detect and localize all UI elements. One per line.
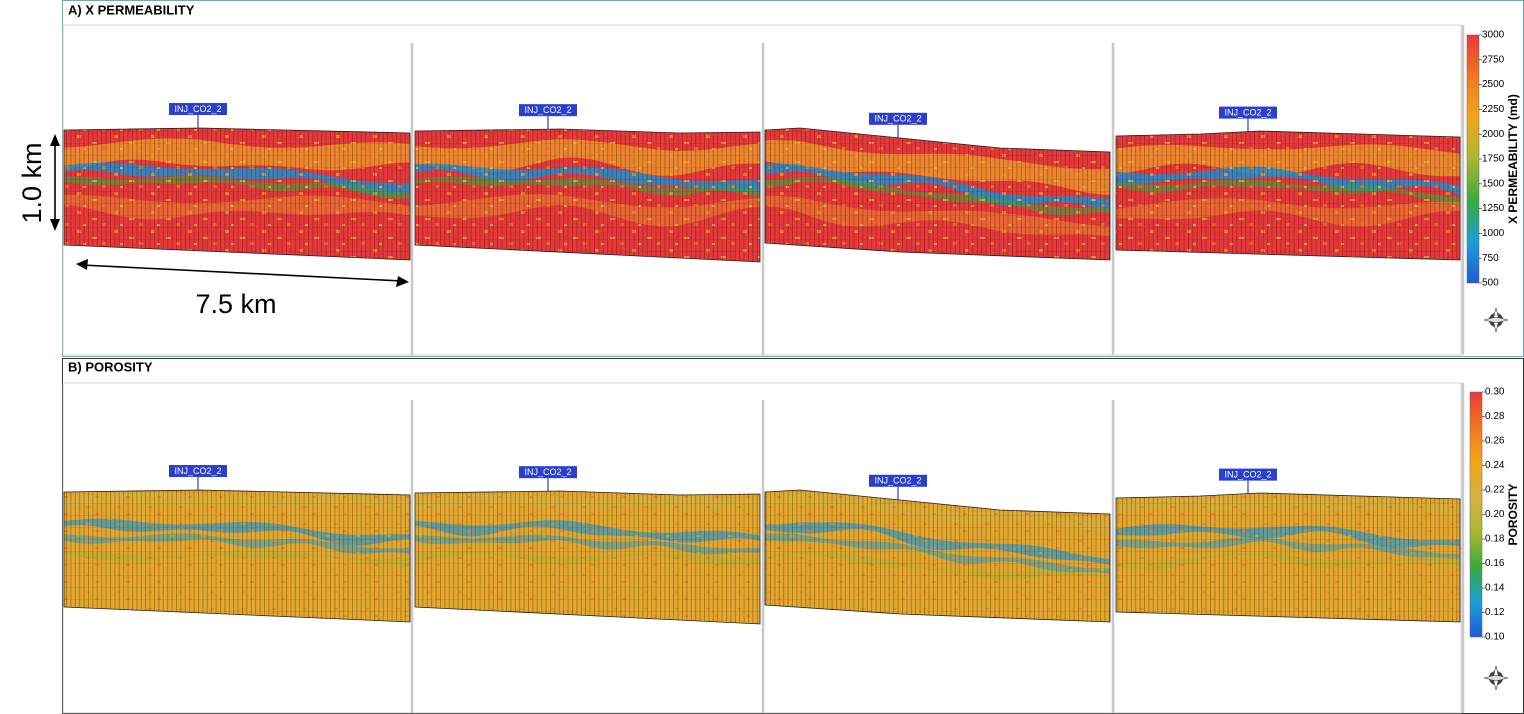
colorbar-title: POROSITY — [1506, 483, 1520, 545]
well-label: INJ_CO2_2 — [1224, 107, 1271, 117]
colorbar-tick-label: 2250 — [1482, 104, 1505, 115]
well-label-box — [1219, 106, 1277, 119]
section-outline — [764, 127, 1111, 261]
colorbar-tick-label: 0.16 — [1485, 558, 1505, 569]
colorbar-tick-label: 1500 — [1482, 178, 1505, 189]
section-outline — [63, 489, 411, 623]
colorbar-tick-label: 2500 — [1482, 79, 1505, 90]
colorbar-tick-label: 3000 — [1482, 30, 1505, 41]
well-label-box — [519, 466, 577, 479]
well-label: INJ_CO2_2 — [524, 467, 571, 477]
section-grid — [1116, 131, 1460, 260]
well-label-box — [169, 465, 227, 478]
horizontal-scale-label: 7.5 km — [195, 289, 276, 319]
well-label: INJ_CO2_2 — [1224, 469, 1271, 479]
section-outline — [1115, 492, 1461, 623]
well-label: INJ_CO2_2 — [524, 105, 571, 115]
vertical-scale-label: 1.0 km — [17, 142, 47, 223]
colorbar-tick-label: 1250 — [1482, 203, 1505, 214]
scale-bar — [50, 134, 409, 287]
colorbar-tick-label: 0.20 — [1485, 509, 1505, 520]
well-label-box — [869, 474, 927, 487]
colorbar-tick-label: 1000 — [1482, 228, 1505, 239]
well-label-box — [869, 112, 927, 125]
colorbar-tick-label: 0.14 — [1485, 583, 1505, 594]
colorbar-tick-label: 2000 — [1482, 129, 1505, 140]
colorbar-title: X PERMEABILITY (md) — [1506, 94, 1520, 224]
colorbar-tick-label: 750 — [1482, 253, 1499, 264]
section-grid — [64, 490, 410, 622]
colorbar-tick-label: 0.22 — [1485, 485, 1505, 496]
section — [1116, 493, 1460, 622]
section-outline — [414, 128, 761, 263]
colorbar-tick-label: 1750 — [1482, 154, 1505, 165]
section — [64, 490, 410, 622]
section-outline — [414, 490, 761, 625]
well-label: INJ_CO2_2 — [874, 114, 921, 124]
well-label-box — [169, 103, 227, 116]
colorbar-tick-label: 0.26 — [1485, 436, 1505, 447]
colorbar-tick-label: 0.28 — [1485, 411, 1505, 422]
section-outline — [764, 489, 1111, 623]
colorbar-tick-label: 0.12 — [1485, 607, 1505, 618]
colorbar-tick-label: 500 — [1482, 278, 1499, 289]
well-label: INJ_CO2_2 — [174, 466, 221, 476]
separators — [410, 25, 1465, 713]
well-label-box — [1219, 468, 1277, 481]
section-grid — [415, 129, 760, 262]
colorbar-tick-label: 0.18 — [1485, 534, 1505, 545]
panel-title: B) POROSITY — [68, 359, 153, 374]
section-outline — [1115, 130, 1461, 261]
well-label: INJ_CO2_2 — [874, 476, 921, 486]
section — [1116, 131, 1460, 260]
panel-title: A) X PERMEABILITY — [68, 2, 195, 17]
colorbar-tick-label: 0.10 — [1485, 632, 1505, 643]
colorbar-tick-label: 0.30 — [1485, 387, 1505, 398]
well-label: INJ_CO2_2 — [174, 104, 221, 114]
compass-icon — [1483, 307, 1509, 333]
section — [64, 128, 410, 260]
compass-icon — [1483, 665, 1509, 691]
well-label-box — [519, 104, 577, 117]
colorbar-tick-label: 2750 — [1482, 54, 1505, 65]
section-grid — [1116, 493, 1460, 622]
colorbar — [1466, 34, 1480, 284]
section — [415, 129, 760, 262]
colorbar — [1469, 391, 1483, 638]
section — [415, 491, 760, 624]
section-grid — [415, 491, 760, 624]
section-outline — [63, 127, 411, 261]
colorbar-tick-label: 0.24 — [1485, 460, 1505, 471]
section-grid — [64, 128, 410, 260]
